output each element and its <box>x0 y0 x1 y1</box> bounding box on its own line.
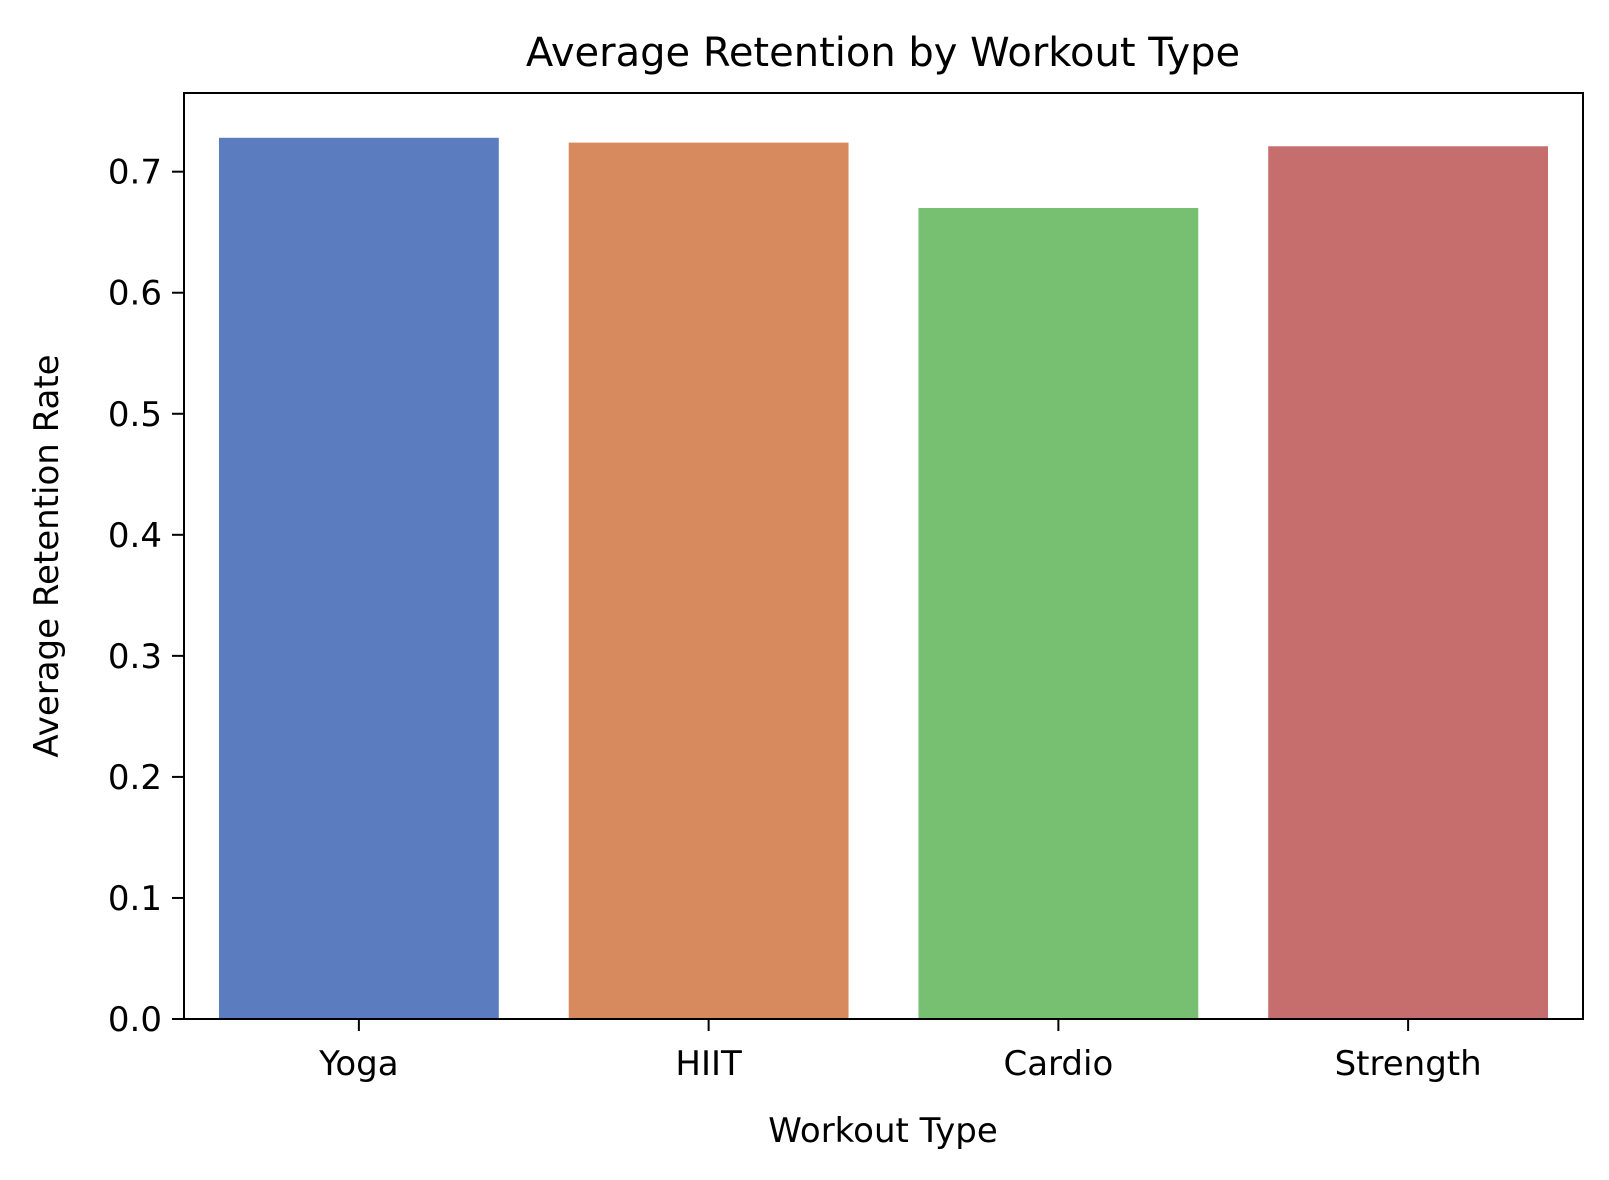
bar-strength <box>1268 146 1549 1019</box>
y-tick-label: 0.1 <box>108 879 162 919</box>
y-tick-label: 0.0 <box>108 1000 162 1040</box>
bar-cardio <box>918 207 1199 1019</box>
chart-title: Average Retention by Workout Type <box>526 30 1240 76</box>
x-tick-label: HIIT <box>675 1044 742 1084</box>
bars-group <box>218 137 1549 1019</box>
y-axis-label: Average Retention Rate <box>27 354 67 757</box>
x-tick-label: Yoga <box>318 1044 398 1084</box>
y-tick-label: 0.6 <box>108 274 162 314</box>
x-axis: Yoga HIIT Cardio Strength <box>318 1019 1482 1084</box>
x-tick-label: Cardio <box>1003 1044 1113 1084</box>
bar-yoga <box>218 137 499 1019</box>
y-tick-label: 0.4 <box>108 516 162 556</box>
plot-frame <box>183 92 1584 1020</box>
y-axis: 0.0 0.1 0.2 0.3 0.4 0.5 0.6 0.7 <box>108 153 184 1040</box>
x-tick-label: Strength <box>1335 1044 1482 1084</box>
y-tick-label: 0.2 <box>108 758 162 798</box>
y-tick-label: 0.7 <box>108 153 162 193</box>
y-tick-label: 0.5 <box>108 395 162 435</box>
x-axis-label: Workout Type <box>768 1111 997 1151</box>
y-tick-label: 0.3 <box>108 637 162 677</box>
bar-hiit <box>568 142 849 1019</box>
